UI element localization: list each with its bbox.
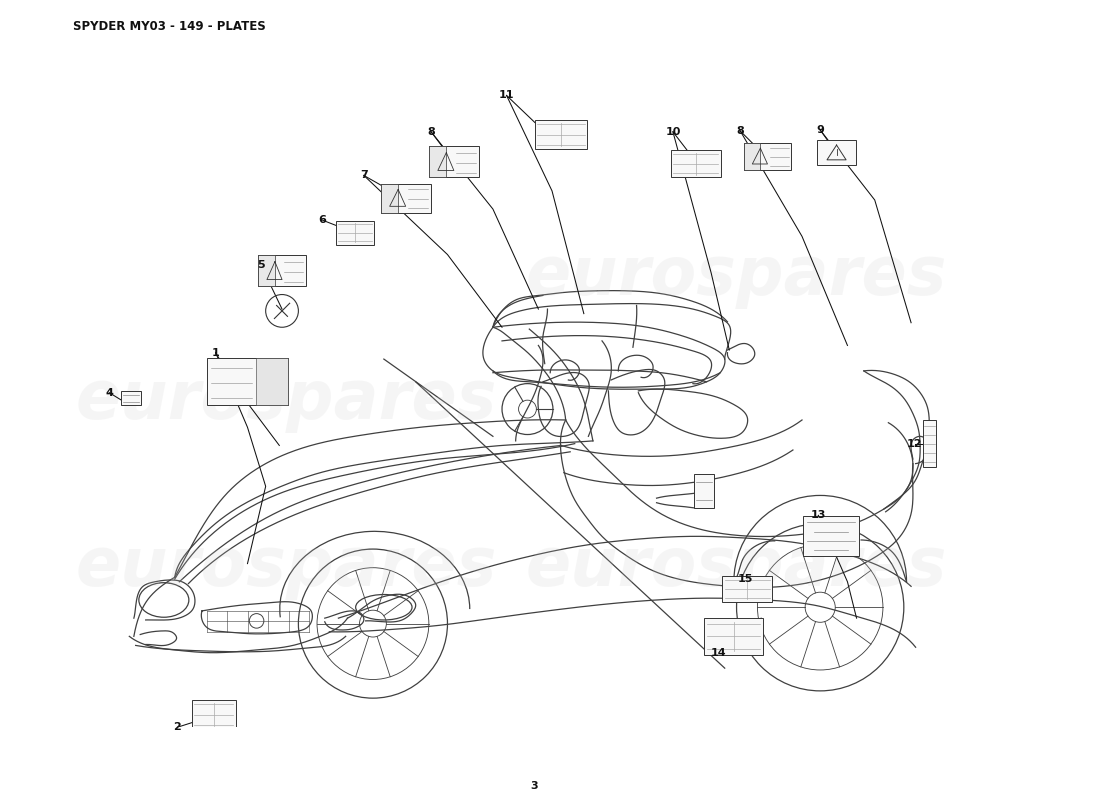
Text: 5: 5 xyxy=(257,261,265,270)
Text: 15: 15 xyxy=(738,574,754,584)
Text: 13: 13 xyxy=(811,510,826,521)
Text: 11: 11 xyxy=(498,90,515,101)
Bar xyxy=(429,146,447,178)
Text: 7: 7 xyxy=(360,170,367,181)
Bar xyxy=(817,140,856,166)
Text: eurospares: eurospares xyxy=(526,534,947,600)
Bar xyxy=(694,474,714,508)
Text: 14: 14 xyxy=(711,648,726,658)
Text: 2: 2 xyxy=(174,722,182,732)
Bar xyxy=(704,618,763,654)
Bar xyxy=(258,255,306,286)
Bar xyxy=(923,420,936,467)
Text: 1: 1 xyxy=(212,348,220,358)
Text: 8: 8 xyxy=(736,126,744,136)
Bar xyxy=(258,255,275,286)
Bar xyxy=(381,184,398,213)
Bar xyxy=(381,184,431,213)
Bar xyxy=(535,120,587,149)
Bar xyxy=(723,576,772,602)
Text: 9: 9 xyxy=(816,125,824,135)
Text: 6: 6 xyxy=(318,215,326,225)
Bar xyxy=(429,146,478,178)
Bar xyxy=(744,142,791,170)
Bar xyxy=(192,700,235,729)
Bar xyxy=(671,150,720,178)
Text: eurospares: eurospares xyxy=(76,367,497,433)
Text: 3: 3 xyxy=(530,782,538,791)
Bar xyxy=(121,391,141,406)
Bar xyxy=(460,770,494,798)
Text: SPYDER MY03 - 149 - PLATES: SPYDER MY03 - 149 - PLATES xyxy=(73,20,266,33)
Bar xyxy=(255,358,288,406)
Bar xyxy=(744,142,760,170)
Text: 8: 8 xyxy=(427,127,434,137)
Bar xyxy=(207,358,288,406)
Text: 10: 10 xyxy=(666,127,681,137)
Text: 4: 4 xyxy=(106,388,113,398)
Text: 12: 12 xyxy=(908,438,923,449)
Bar xyxy=(509,758,550,770)
Text: eurospares: eurospares xyxy=(526,243,947,310)
Text: eurospares: eurospares xyxy=(76,534,497,600)
Bar xyxy=(336,221,374,245)
Bar xyxy=(803,516,859,556)
